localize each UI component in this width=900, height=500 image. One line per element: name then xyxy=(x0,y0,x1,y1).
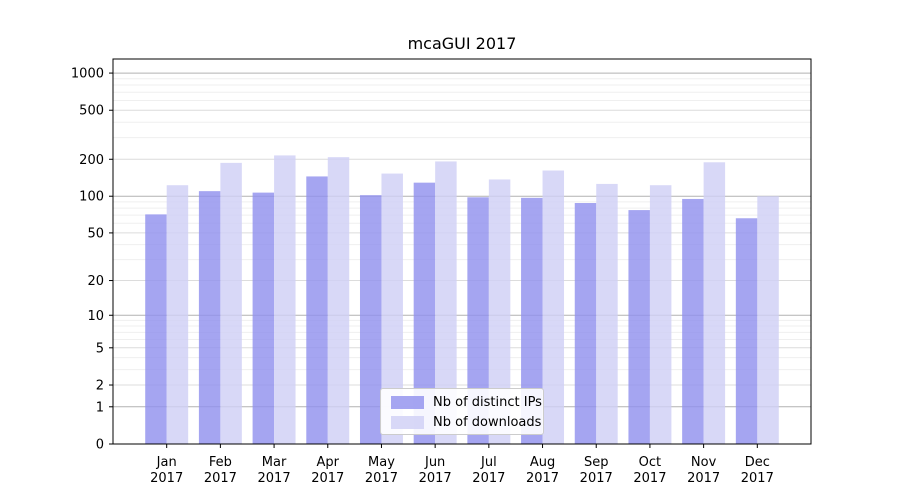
x-tick-label-year: 2017 xyxy=(150,471,183,486)
x-tick-label-year: 2017 xyxy=(419,471,452,486)
bar-distinct-ips xyxy=(574,203,597,444)
bar-distinct-ips xyxy=(359,195,382,444)
x-tick-label-year: 2017 xyxy=(580,471,613,486)
bar-distinct-ips xyxy=(252,192,275,444)
x-tick-label-month: Dec xyxy=(745,455,770,470)
bar-downloads xyxy=(596,183,618,444)
x-tick-label-month: Aug xyxy=(530,455,555,470)
legend-item-downloads: Nb of downloads xyxy=(391,414,541,430)
x-tick-label-month: Jul xyxy=(480,455,497,470)
chart-title: mcaGUI 2017 xyxy=(407,34,517,53)
bar-distinct-ips xyxy=(521,197,543,444)
bar-downloads xyxy=(488,179,511,445)
bar-downloads xyxy=(327,157,350,444)
axes-frame xyxy=(112,58,812,445)
y-tick-label: 10 xyxy=(87,309,104,324)
y-tick-label: 1 xyxy=(96,400,104,415)
bar-downloads xyxy=(703,162,726,444)
bar-distinct-ips xyxy=(413,182,436,444)
x-tick-label-year: 2017 xyxy=(633,471,666,486)
bar-downloads xyxy=(542,170,565,444)
bar-distinct-ips xyxy=(145,214,167,444)
bar-distinct-ips xyxy=(682,198,704,444)
bar-downloads xyxy=(381,173,403,445)
x-tick-label-month: Jan xyxy=(156,455,177,470)
bar-distinct-ips xyxy=(467,197,489,444)
x-tick-label-month: Apr xyxy=(317,455,340,470)
y-tick-label: 20 xyxy=(87,274,104,289)
x-tick-label-month: May xyxy=(368,455,395,470)
x-tick-label-year: 2017 xyxy=(526,471,559,486)
bar-downloads xyxy=(435,161,457,444)
y-tick-label: 50 xyxy=(87,226,104,241)
legend-swatch-downloads xyxy=(391,415,424,429)
x-tick-label-month: Jun xyxy=(424,455,445,470)
x-tick-label-year: 2017 xyxy=(741,471,774,486)
x-tick-label-year: 2017 xyxy=(204,471,237,486)
x-tick-label-year: 2017 xyxy=(472,471,505,486)
x-tick-label-year: 2017 xyxy=(258,471,291,486)
y-tick-label: 1000 xyxy=(71,67,104,82)
x-tick-label-month: Sep xyxy=(584,455,609,470)
legend-label-downloads: Nb of downloads xyxy=(433,414,542,430)
x-tick-label-month: Nov xyxy=(691,455,717,470)
y-tick-label: 5 xyxy=(96,341,104,356)
y-tick-label: 200 xyxy=(79,153,104,168)
legend-label-distinct-ips: Nb of distinct IPs xyxy=(433,394,542,410)
bar-distinct-ips xyxy=(628,210,650,444)
y-tick-label: 500 xyxy=(79,104,104,119)
bar-downloads xyxy=(757,196,779,444)
bar-downloads xyxy=(274,155,296,445)
legend: Nb of distinct IPs Nb of downloads xyxy=(380,388,544,435)
x-tick-label-month: Oct xyxy=(639,455,661,470)
y-tick-label: 100 xyxy=(79,190,104,205)
x-tick-label-month: Feb xyxy=(209,455,232,470)
bar-distinct-ips xyxy=(306,176,328,444)
y-tick-label: 0 xyxy=(96,438,104,453)
legend-item-distinct-ips: Nb of distinct IPs xyxy=(391,394,542,410)
x-tick-label-year: 2017 xyxy=(311,471,344,486)
bar-downloads xyxy=(166,185,189,444)
x-tick-label-year: 2017 xyxy=(687,471,720,486)
bar-downloads xyxy=(220,162,242,445)
bar-distinct-ips xyxy=(735,218,758,444)
y-tick-label: 2 xyxy=(96,379,104,394)
bar-distinct-ips xyxy=(198,191,221,444)
legend-swatch-distinct-ips xyxy=(391,395,424,409)
bar-downloads xyxy=(649,185,672,444)
x-tick-label-month: Mar xyxy=(262,455,287,470)
x-tick-label-year: 2017 xyxy=(365,471,398,486)
